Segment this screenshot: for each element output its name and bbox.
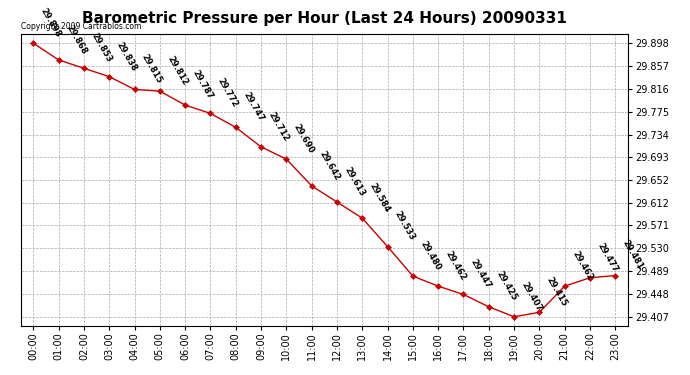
Text: 29.613: 29.613 bbox=[342, 165, 366, 198]
Text: 29.481: 29.481 bbox=[621, 239, 644, 272]
Text: 29.462: 29.462 bbox=[570, 249, 594, 282]
Text: 29.462: 29.462 bbox=[444, 249, 468, 282]
Text: 29.584: 29.584 bbox=[368, 182, 392, 214]
Text: 29.772: 29.772 bbox=[216, 77, 240, 109]
Text: 29.415: 29.415 bbox=[545, 276, 569, 308]
Text: 29.447: 29.447 bbox=[469, 258, 493, 290]
Text: 29.868: 29.868 bbox=[64, 23, 88, 56]
Text: 29.898: 29.898 bbox=[39, 7, 63, 39]
Text: 29.787: 29.787 bbox=[190, 69, 215, 101]
Text: 29.690: 29.690 bbox=[292, 123, 316, 155]
Text: 29.407: 29.407 bbox=[520, 280, 544, 313]
Text: 29.480: 29.480 bbox=[418, 240, 442, 272]
Text: 29.477: 29.477 bbox=[595, 241, 620, 274]
Text: Copyright 2009 Cartrablos.com: Copyright 2009 Cartrablos.com bbox=[21, 22, 141, 31]
Text: 29.533: 29.533 bbox=[393, 210, 417, 242]
Text: 29.853: 29.853 bbox=[90, 32, 113, 64]
Text: Barometric Pressure per Hour (Last 24 Hours) 20090331: Barometric Pressure per Hour (Last 24 Ho… bbox=[82, 11, 566, 26]
Text: 29.815: 29.815 bbox=[140, 53, 164, 85]
Text: 29.425: 29.425 bbox=[494, 270, 518, 303]
Text: 29.812: 29.812 bbox=[166, 54, 189, 87]
Text: 29.747: 29.747 bbox=[241, 91, 265, 123]
Text: 29.642: 29.642 bbox=[317, 149, 342, 182]
Text: 29.838: 29.838 bbox=[115, 40, 139, 72]
Text: 29.712: 29.712 bbox=[266, 110, 290, 142]
